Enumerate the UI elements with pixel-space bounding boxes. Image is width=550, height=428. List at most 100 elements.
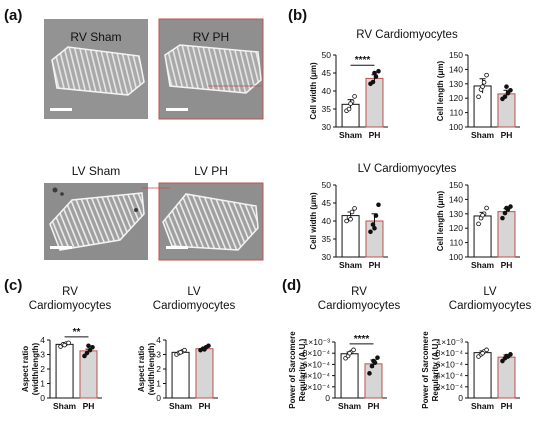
y-tick-label: 8×10⁻⁴	[436, 348, 464, 358]
rv-cardiomyocytes-title: RV Cardiomyocytes	[356, 29, 458, 41]
data-point-ph	[370, 79, 376, 85]
x-tick-label: Sham	[169, 401, 193, 411]
cardiomyocyte-shape	[164, 44, 262, 94]
chart-rv-aspect: 0 1 2 3 4 Aspect ratio (width/length) Sham PH **	[21, 327, 102, 411]
x-tick-label: Sham	[471, 130, 495, 140]
y-axis-label: Cell width (μm)	[309, 192, 318, 250]
y-tick-label: 2	[40, 364, 45, 374]
data-point-sham	[481, 80, 487, 85]
x-tick-label: Sham	[338, 401, 362, 411]
y-axis-label: Regularity (A.U.)	[298, 338, 307, 401]
y-tick-label: 0	[325, 393, 330, 403]
x-tick-label: PH	[501, 260, 513, 270]
y-tick-label: 140	[449, 64, 463, 74]
data-point-sham	[344, 218, 349, 224]
y-tick-label: 35	[322, 104, 332, 114]
data-point-sham	[476, 94, 481, 100]
bar-sham	[340, 353, 359, 399]
data-point-sham	[348, 101, 353, 106]
data-point-ph	[367, 371, 372, 376]
y-tick-label: 50	[322, 180, 332, 190]
bar-ph	[195, 348, 214, 399]
significance-label: ****	[355, 55, 371, 66]
y-tick-label: 120	[449, 223, 463, 233]
data-point-ph	[504, 205, 509, 211]
data-point-ph	[372, 225, 377, 231]
x-tick-label: Sham	[471, 401, 495, 411]
scale-bar	[166, 108, 188, 111]
y-tick-label: 1×10⁻³	[437, 337, 464, 347]
data-point-sham	[480, 84, 485, 89]
x-tick-label: PH	[368, 401, 380, 411]
bar-sham	[171, 351, 190, 399]
x-tick-label: PH	[369, 130, 381, 140]
data-point-ph	[376, 68, 381, 74]
y-tick-label: 6×10⁻⁴	[436, 359, 464, 369]
y-tick-label: 140	[449, 194, 463, 204]
y-axis-label: Cell length (μm)	[436, 60, 445, 121]
data-point-ph	[82, 353, 87, 359]
y-axis-label: Power of Sarcomere	[421, 331, 430, 409]
micrograph-rv-ph: RV PH	[158, 18, 264, 120]
data-point-sham	[484, 72, 489, 78]
data-point-sham	[480, 350, 485, 356]
data-point-ph	[505, 90, 511, 96]
panel-d-right-title-line2: Cardiomyocytes	[449, 300, 532, 312]
data-point-ph	[368, 229, 373, 235]
panel-d-letter: (d)	[282, 277, 301, 294]
y-tick-label: 0	[458, 393, 463, 403]
data-point-ph	[508, 87, 513, 93]
y-tick-label: 6×10⁻⁴	[303, 359, 331, 369]
micrograph-label: LV Sham	[72, 164, 120, 178]
panel-d-right-title-line1: LV	[483, 286, 497, 298]
micrograph-label: RV Sham	[70, 30, 121, 44]
data-point-sham	[347, 350, 352, 356]
scale-bar	[166, 246, 188, 249]
panel-d-left-title-line2: Cardiomyocytes	[318, 300, 401, 312]
chart-lv-aspect: 0 1 2 3 4 Aspect ratio (width/length) Sham PH	[137, 335, 218, 411]
y-tick-label: 2×10⁻⁴	[303, 382, 331, 392]
lv-cardiomyocytes-title: LV Cardiomyocytes	[358, 163, 457, 175]
chart-lv-length: 100 110 120 130 140 150 Cell length (μm) Sham PH	[436, 180, 520, 270]
data-point-ph	[500, 215, 505, 221]
y-tick-label: 4	[156, 335, 161, 345]
data-point-ph	[369, 363, 375, 369]
micrograph-label: RV PH	[193, 30, 229, 44]
data-point-sham	[348, 216, 353, 222]
y-tick-label: 30	[322, 122, 332, 132]
data-point-ph	[508, 352, 513, 357]
bar-ph	[79, 350, 98, 399]
chart-lv-sarcomere: 02×10⁻⁴4×10⁻⁴ 6×10⁻⁴8×10⁻⁴1×10⁻³ Power of …	[421, 331, 520, 411]
data-point-sham	[182, 347, 187, 353]
y-tick-label: 2×10⁻⁴	[436, 382, 464, 392]
y-tick-label: 40	[322, 216, 332, 226]
data-point-sham	[352, 206, 357, 211]
data-point-sham	[484, 205, 489, 211]
x-tick-label: Sham	[339, 260, 363, 270]
cardiomyocyte-shape	[49, 192, 145, 251]
y-axis-label: (width/length)	[147, 342, 156, 395]
scale-bar	[50, 246, 72, 249]
y-tick-label: 40	[322, 86, 332, 96]
cardiomyocyte-shape	[51, 46, 145, 96]
data-point-ph	[84, 350, 90, 356]
panel-c-letter: (c)	[4, 277, 22, 294]
y-axis-label: Regularity (A.U.)	[431, 338, 440, 401]
panel-d-left-title-line1: RV	[351, 286, 367, 298]
y-tick-label: 8×10⁻⁴	[303, 348, 331, 358]
data-point-ph	[371, 358, 376, 364]
bar-sham	[473, 215, 492, 258]
y-tick-label: 150	[449, 50, 463, 60]
x-tick-label: Sham	[471, 260, 495, 270]
data-point-ph	[502, 94, 508, 100]
y-tick-label: 120	[449, 93, 463, 103]
y-tick-label: 30	[322, 252, 332, 262]
y-tick-label: 45	[322, 68, 332, 78]
chart-rv-length: 100 110 120 130 140 150 Cell length (μm) Sham PH	[436, 50, 520, 140]
panel-c-right-title-line1: LV	[187, 286, 201, 298]
data-point-ph	[206, 343, 211, 349]
micrograph-label: LV PH	[194, 164, 228, 178]
data-point-ph	[202, 347, 207, 352]
data-point-ph	[87, 347, 93, 353]
x-tick-label: PH	[501, 401, 513, 411]
